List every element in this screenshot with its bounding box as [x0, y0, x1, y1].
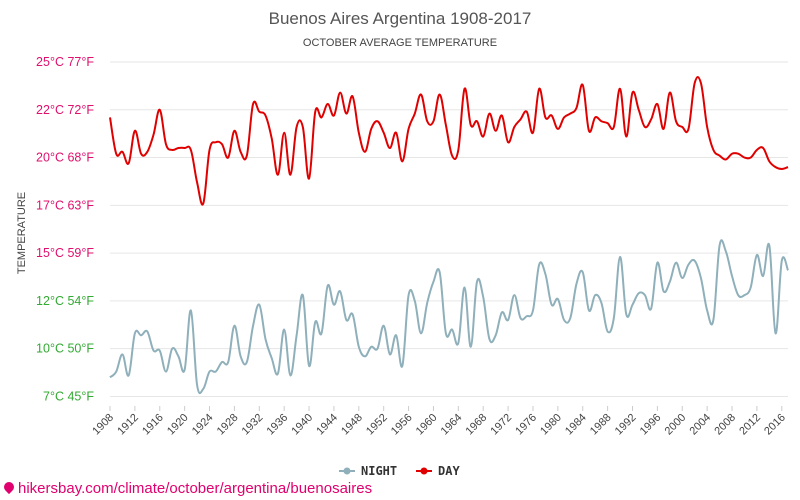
- y-tick-label: 12°C 54°F: [36, 294, 94, 308]
- y-tick-label: 20°C 68°F: [36, 151, 94, 165]
- chart-title: Buenos Aires Argentina 1908-2017: [269, 9, 532, 28]
- x-tick-label: 1944: [314, 412, 340, 438]
- x-tick-label: 1980: [538, 412, 564, 438]
- chart-subtitle: OCTOBER AVERAGE TEMPERATURE: [303, 37, 497, 49]
- x-tick-label: 1936: [264, 412, 290, 438]
- map-pin-icon: [1, 479, 17, 495]
- grid-lines: [110, 61, 788, 397]
- legend-night-label: NIGHT: [361, 464, 397, 478]
- x-tick-label: 1932: [240, 412, 266, 438]
- x-tick-label: 1964: [439, 412, 465, 438]
- y-tick-label: 22°C 72°F: [36, 103, 94, 117]
- y-tick-labels: 25°C 77°F 22°C 72°F 20°C 68°F 17°C 63°F 15°C…: [36, 55, 94, 403]
- x-tick-label: 1996: [638, 412, 664, 438]
- x-tick-label: 1988: [588, 412, 614, 438]
- legend-day-label: DAY: [438, 464, 460, 478]
- x-tick-label: 1948: [339, 412, 365, 438]
- legend-item-day[interactable]: DAY: [416, 464, 460, 478]
- x-tick-label: 1952: [364, 412, 390, 438]
- legend-day-marker: [420, 467, 428, 475]
- series-line-night[interactable]: [109, 239, 789, 395]
- y-tick-label: 7°C 45°F: [43, 389, 94, 403]
- x-tick-label: 2016: [762, 412, 788, 438]
- x-tick-label: 1916: [140, 412, 166, 438]
- legend-item-night[interactable]: NIGHT: [339, 464, 397, 478]
- x-tick-label: 1968: [464, 412, 490, 438]
- y-axis-title: TEMPERATURE: [16, 192, 28, 274]
- x-tick-label: 1924: [190, 412, 216, 438]
- legend: NIGHT DAY: [339, 464, 460, 478]
- y-tick-label: 17°C 63°F: [36, 198, 94, 212]
- x-tick-label: 1928: [215, 412, 241, 438]
- y-tick-label: 25°C 77°F: [36, 55, 94, 69]
- watermark-link[interactable]: hikersbay.com/climate/october/argentina/…: [1, 479, 373, 497]
- x-tick-label: 1912: [115, 412, 141, 438]
- x-tick-label: 1960: [414, 412, 440, 438]
- x-tick-label: 1976: [513, 412, 539, 438]
- watermark-text: hikersbay.com/climate/october/argentina/…: [18, 480, 373, 497]
- x-tick-label: 2012: [737, 412, 763, 438]
- x-tick-label: 1956: [389, 412, 415, 438]
- series-lines: [109, 75, 789, 395]
- x-tick-label: 1908: [90, 412, 116, 438]
- x-tick-label: 1940: [289, 412, 315, 438]
- x-tick-label: 2000: [663, 412, 689, 438]
- y-tick-label: 10°C 50°F: [36, 342, 94, 356]
- x-tick-labels: 1908 1912 1916 1920 1924 1928 1932 1936 1940 1944…: [90, 406, 788, 437]
- x-tick-label: 1920: [165, 412, 191, 438]
- legend-night-marker: [343, 467, 351, 475]
- x-tick-label: 1984: [563, 412, 589, 438]
- x-tick-label: 1972: [488, 412, 514, 438]
- x-tick-label: 2008: [712, 412, 738, 438]
- x-tick-label: 2004: [687, 412, 713, 438]
- x-tick-label: 1992: [613, 412, 639, 438]
- series-line-day[interactable]: [109, 75, 789, 206]
- y-tick-label: 15°C 59°F: [36, 246, 94, 260]
